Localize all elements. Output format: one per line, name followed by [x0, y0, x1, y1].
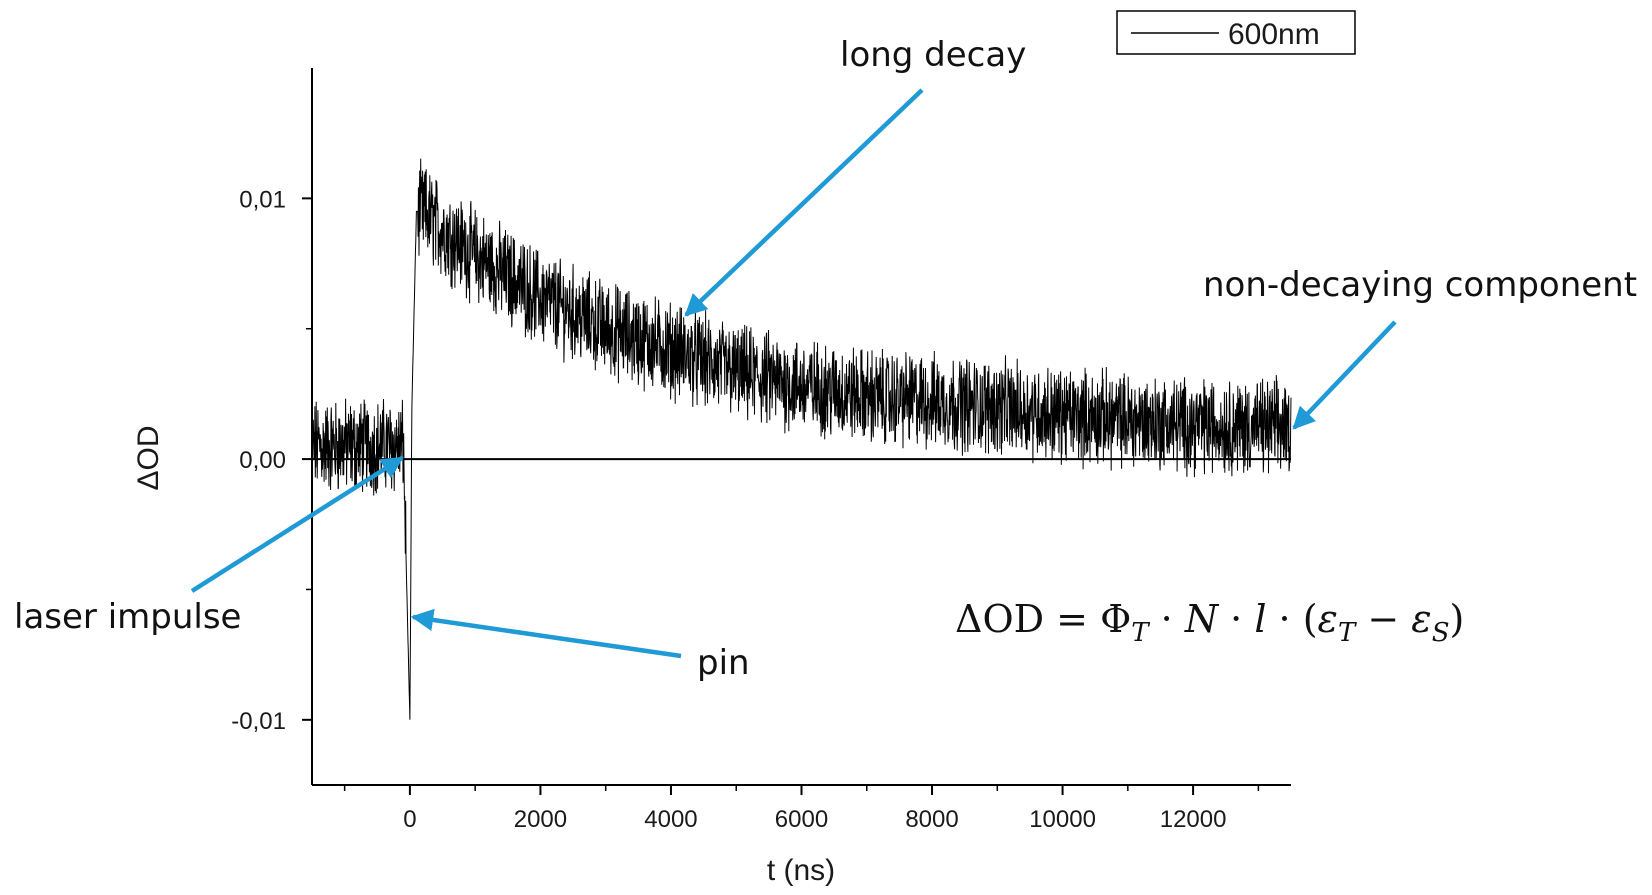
formula-open: ( — [1303, 597, 1318, 641]
axis-ticks — [302, 197, 1260, 795]
formula-sub-t2: T — [1338, 618, 1357, 648]
legend-label-600nm: 600nm — [1228, 18, 1320, 51]
legend: 600nm — [1116, 10, 1356, 55]
formula-l: l — [1254, 597, 1266, 641]
x-tick-label: 8000 — [905, 806, 958, 833]
annotation-pin: pin — [697, 643, 750, 683]
delta-od-formula: ΔOD = ΦT · N · l · (εT − εS) — [955, 597, 1464, 648]
x-tick-label: 10000 — [1029, 806, 1096, 833]
formula-dot2: · — [1218, 597, 1254, 641]
x-tick-label: 4000 — [644, 806, 697, 833]
y-tick-label: -0,01 — [231, 708, 286, 735]
formula-eq: = — [1044, 597, 1100, 641]
formula-close: ) — [1450, 597, 1465, 641]
annotations: long decay non-decaying component laser … — [14, 35, 1637, 683]
x-axis-title: t (ns) — [767, 854, 835, 887]
annotation-non-decaying-component: non-decaying component — [1203, 265, 1637, 305]
y-axis-title: ΔOD — [132, 425, 165, 490]
y-tick-label: 0,01 — [239, 186, 286, 213]
formula-dot1: · — [1149, 597, 1185, 641]
formula-n: N — [1184, 597, 1220, 641]
arrow-non-decaying-component — [1292, 320, 1397, 430]
y-tick-label: 0,00 — [239, 447, 286, 474]
arrow-pin — [410, 608, 682, 659]
x-tick-label: 12000 — [1160, 806, 1227, 833]
formula-phi: Φ — [1100, 597, 1131, 641]
formula-eps-s: ε — [1411, 597, 1431, 641]
arrow-laser-impulse — [190, 456, 404, 593]
arrow-long-decay — [684, 88, 924, 317]
x-tick-label: 2000 — [514, 806, 567, 833]
formula-lhs: ΔOD — [955, 597, 1044, 641]
annotation-long-decay: long decay — [840, 35, 1026, 75]
formula-eps-t: ε — [1318, 597, 1338, 641]
annotation-laser-impulse: laser impulse — [14, 597, 241, 637]
formula-dot3: · — [1266, 597, 1302, 641]
axis-tick-labels: 0 2000 4000 6000 8000 10000 12000 -0,01 0,00 0,01 — [231, 186, 1226, 833]
x-tick-label: 0 — [403, 806, 416, 833]
formula-sub-t1: T — [1131, 618, 1150, 648]
formula-minus: − — [1355, 597, 1411, 641]
x-tick-label: 6000 — [775, 806, 828, 833]
series-600nm-trace — [311, 158, 1292, 720]
formula-sub-s: S — [1432, 618, 1450, 648]
